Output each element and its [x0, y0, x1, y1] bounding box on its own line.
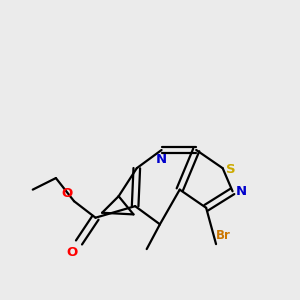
Text: O: O — [66, 246, 77, 259]
Text: N: N — [156, 153, 167, 166]
Text: S: S — [226, 163, 236, 176]
Text: N: N — [236, 185, 247, 198]
Text: Br: Br — [216, 230, 231, 242]
Text: O: O — [61, 187, 72, 200]
